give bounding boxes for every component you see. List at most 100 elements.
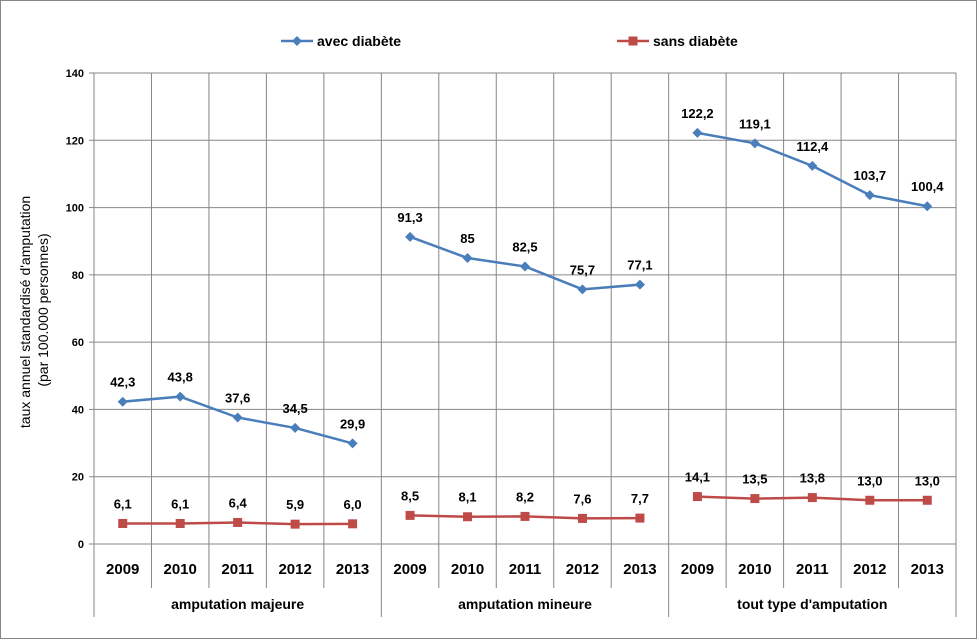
data-label: 5,9 (286, 497, 304, 512)
data-point-marker (577, 513, 587, 523)
data-label: 91,3 (397, 210, 422, 225)
data-label: 122,2 (681, 106, 714, 121)
x-group-label: amputation mineure (458, 596, 592, 612)
data-point-marker (692, 127, 703, 138)
data-label: 13,0 (857, 473, 882, 488)
data-point-marker (290, 519, 300, 529)
data-point-marker (348, 519, 358, 529)
data-label: 6,1 (114, 496, 132, 511)
data-labels: 42,3 43,8 37,6 34,5 29,9 91,3 85 82,5 75,7 77,1 12… (110, 106, 944, 512)
legend-label: sans diabète (653, 33, 738, 49)
data-point-marker (807, 160, 818, 171)
data-label: 6,1 (171, 496, 189, 511)
data-label: 42,3 (110, 375, 135, 390)
data-label: 14,1 (685, 470, 710, 485)
x-tick-label-year: 2009 (393, 561, 426, 578)
data-point-marker (807, 493, 817, 503)
y-axis-title-line1: taux annuel standardisé d'amputation (17, 196, 33, 428)
data-label: 85 (460, 231, 474, 246)
data-point-marker (635, 513, 645, 523)
y-tick-label: 40 (72, 404, 84, 416)
y-tick-label: 60 (72, 337, 84, 349)
data-point-marker (634, 279, 645, 290)
x-tick-label-year: 2012 (853, 561, 886, 578)
data-label: 8,1 (458, 490, 476, 505)
series-layer (117, 127, 933, 529)
x-axis: 2009 2010 2011 2012 2013 2009 2010 2011 2012 2013… (93, 543, 957, 617)
x-tick-label-year: 2011 (221, 561, 254, 578)
data-label: 34,5 (282, 401, 307, 416)
data-point-marker (864, 190, 875, 201)
x-tick-label-year: 2012 (566, 561, 599, 578)
y-axis-title: taux annuel standardisé d'amputation (pa… (17, 192, 51, 428)
data-point-marker (347, 438, 358, 449)
data-label: 103,7 (854, 168, 887, 183)
x-tick-label-year: 2013 (623, 561, 656, 578)
x-tick-label-year: 2013 (336, 561, 369, 578)
data-label: 77,1 (627, 258, 652, 273)
x-tick-label-year: 2010 (738, 561, 771, 578)
data-label: 82,5 (512, 239, 537, 254)
data-label: 13,0 (915, 473, 940, 488)
x-group-label: amputation majeure (171, 596, 304, 612)
x-tick-label-year: 2009 (106, 561, 139, 578)
data-point-marker (233, 517, 243, 527)
data-point-marker (290, 422, 301, 433)
y-tick-label: 80 (72, 270, 84, 282)
data-point-marker (232, 412, 243, 423)
legend-marker (628, 36, 638, 46)
data-label: 100,4 (911, 179, 944, 194)
data-label: 37,6 (225, 391, 250, 406)
data-label: 119,1 (739, 116, 771, 131)
x-tick-label-year: 2010 (451, 561, 484, 578)
data-point-marker (117, 396, 128, 407)
data-point-marker (749, 138, 760, 149)
legend-label: avec diabète (317, 33, 401, 49)
data-point-marker (692, 492, 702, 502)
data-label: 7,7 (631, 491, 649, 506)
y-tick-label: 100 (66, 203, 84, 215)
x-tick-label-year: 2011 (796, 561, 829, 578)
data-label: 6,0 (344, 497, 362, 512)
y-tick-label: 120 (66, 135, 84, 147)
data-label: 6,4 (229, 495, 248, 510)
data-label: 13,5 (742, 472, 767, 487)
data-point-marker (520, 261, 530, 272)
data-label: 7,6 (573, 491, 591, 506)
data-point-marker (175, 391, 186, 402)
x-tick-label-year: 2011 (509, 561, 542, 578)
data-point-marker (520, 511, 530, 521)
y-tick-label: 0 (78, 539, 84, 551)
y-tick-label: 20 (72, 472, 84, 484)
data-label: 112,4 (796, 139, 829, 154)
x-tick-label-year: 2010 (164, 561, 197, 578)
y-axis: 0 20 40 60 80 100 120 140 (66, 68, 94, 551)
x-tick-label-year: 2013 (911, 561, 944, 578)
data-point-marker (175, 518, 185, 528)
y-axis-title-line2: (par 100.000 personnes) (35, 233, 51, 386)
data-label: 8,5 (401, 488, 419, 503)
data-point-marker (405, 231, 416, 242)
data-point-marker (463, 512, 473, 522)
data-label: 8,2 (516, 489, 534, 504)
data-point-marker (865, 495, 875, 505)
data-point-marker (922, 495, 932, 505)
data-point-marker (462, 253, 473, 264)
data-label: 13,8 (800, 471, 825, 486)
data-point-marker (577, 284, 588, 295)
legend: avec diabète sans diabète (281, 33, 738, 49)
data-point-marker (750, 494, 760, 504)
legend-marker (292, 36, 302, 46)
data-point-marker (118, 518, 128, 528)
y-tick-label: 140 (66, 68, 84, 80)
data-label: 29,9 (340, 416, 365, 431)
data-label: 43,8 (168, 370, 193, 385)
data-point-marker (405, 510, 415, 520)
x-tick-label-year: 2009 (681, 561, 714, 578)
x-tick-label-year: 2012 (278, 561, 311, 578)
x-group-label: tout type d'amputation (737, 596, 887, 612)
